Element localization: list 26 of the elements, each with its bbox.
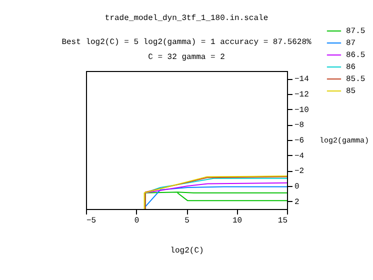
line-series — [144, 182, 288, 194]
chart-subtitle: Best log2(C) = 5 log2(gamma) = 1 accuracy = 87.5628% — [62, 38, 312, 47]
y-tick-label: −14 — [294, 75, 310, 84]
y-tick-label: −10 — [294, 106, 310, 115]
y-tick-label: −12 — [294, 90, 310, 100]
x-tick-label: −5 — [86, 216, 96, 226]
legend-label: 85.5 — [346, 75, 366, 84]
y-tick-label: 2 — [294, 198, 300, 207]
x-tick-label: 15 — [278, 216, 288, 226]
line-series — [144, 186, 288, 208]
y-tick-label: 0 — [294, 182, 300, 192]
y-tick-label: −4 — [294, 152, 304, 161]
x-axis-title: log2(C) — [170, 246, 204, 256]
x-tick-label: 10 — [232, 216, 242, 226]
y-tick-label: −8 — [294, 121, 304, 130]
text: C = 32 gamma = 2 — [148, 53, 226, 62]
legend-label: 87.5 — [346, 27, 366, 36]
chart-title: trade_model_dyn_3tf_1_180.in.scale — [104, 14, 268, 23]
y-tick-label: −6 — [294, 136, 304, 146]
legend-label: 85 — [346, 87, 356, 96]
x-tick-label: 0 — [134, 216, 140, 226]
legend-label: 87 — [346, 39, 356, 48]
legend-label: 86.5 — [346, 51, 366, 60]
x-tick-label: 5 — [184, 216, 190, 226]
y-tick-label: −2 — [294, 167, 304, 176]
legend-label: 86 — [346, 63, 356, 72]
